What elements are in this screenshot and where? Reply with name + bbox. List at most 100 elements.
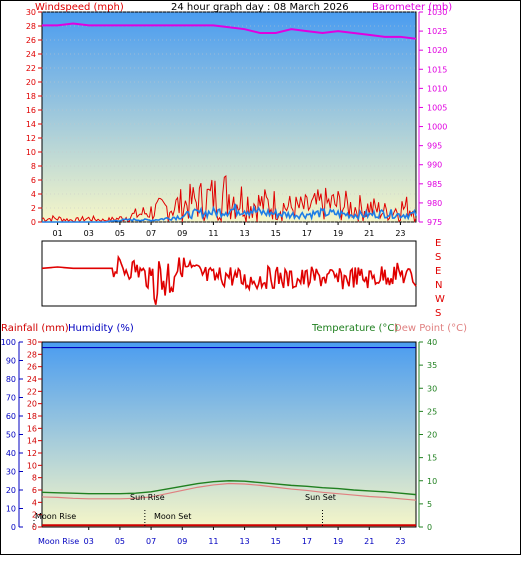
humidity-tick-label: 90 <box>6 357 16 366</box>
barometer-tick-label: 1005 <box>427 103 447 112</box>
barometer-tick-label: 1015 <box>427 65 447 74</box>
wind-tick-label: 30 <box>26 8 36 17</box>
barometer-line <box>42 22 417 40</box>
temperature-tick-label: 40 <box>427 338 437 347</box>
bottom-x-tick-label: 07 <box>146 537 156 546</box>
bottom-x-tick-label: 11 <box>208 537 218 546</box>
average-wind-line <box>42 203 417 223</box>
rain-tick-label: 16 <box>27 424 37 433</box>
bottom-x-tick-label: 05 <box>115 537 125 546</box>
wind-tick-label: 28 <box>26 22 36 31</box>
temperature-tick-label: 5 <box>427 500 432 509</box>
humidity-tick-label: 50 <box>6 431 16 440</box>
moon-rise-label: Moon Rise <box>35 512 76 521</box>
humidity-tick-label: 60 <box>6 412 16 421</box>
top-x-tick-label: 07 <box>146 229 156 238</box>
rain-tick-label: 22 <box>27 387 37 396</box>
bottom-x-tick-label: 21 <box>364 537 374 546</box>
direction-tick-label: E <box>435 266 441 277</box>
dew-point-line <box>41 482 417 501</box>
humidity-y-ticks: 0 10 20 30 40 50 60 70 80 90 100 <box>1 338 23 532</box>
barometer-tick-label: 975 <box>427 218 442 227</box>
rain-tick-label: 18 <box>27 412 37 421</box>
humidity-tick-label: 40 <box>6 449 16 458</box>
rain-tick-label: 28 <box>27 350 37 359</box>
rain-tick-label: 2 <box>32 511 37 520</box>
temperature-tick-label: 35 <box>427 361 437 370</box>
top-x-tick-label: 17 <box>302 229 312 238</box>
top-x-tick-label: 09 <box>177 229 187 238</box>
barometer-tick-label: 1020 <box>427 46 447 55</box>
wind-tick-label: 12 <box>26 134 36 143</box>
sun-set-label: Sun Set <box>305 493 336 502</box>
temperature-tick-label: 0 <box>427 523 432 532</box>
rain-tick-label: 4 <box>32 498 37 507</box>
barometer-tick-label: 980 <box>427 199 442 208</box>
wind-tick-label: 20 <box>26 78 36 87</box>
direction-tick-label: W <box>435 294 445 305</box>
top-x-tick-label: 21 <box>364 229 374 238</box>
rain-tick-label: 8 <box>32 474 37 483</box>
temperature-y-ticks: 0 5 10 15 20 25 30 35 40 <box>418 338 437 532</box>
top-x-tick-label: 01 <box>52 229 62 238</box>
temperature-tick-label: 15 <box>427 454 437 463</box>
temperature-series <box>33 346 417 527</box>
wind-tick-label: 6 <box>31 176 36 185</box>
wind-tick-label: 18 <box>26 92 36 101</box>
barometer-tick-label: 1010 <box>427 84 447 93</box>
rain-tick-label: 0 <box>32 523 37 532</box>
rain-tick-label: 14 <box>27 437 37 446</box>
dewpoint-axis-label: Dew Point (°C) <box>394 323 467 334</box>
humidity-tick-label: 0 <box>11 523 16 532</box>
top-x-tick-label: 13 <box>239 229 249 238</box>
top-x-tick-label: 03 <box>84 229 94 238</box>
bottom-x-tick-label: 17 <box>302 537 312 546</box>
humidity-tick-label: 10 <box>6 505 16 514</box>
temperature-axis-label: Temperature (°C) <box>311 323 398 334</box>
barometer-y-ticks: 975 980 985 990 995 1000 1005 1010 1015 1020 1025 1… <box>418 8 447 227</box>
top-x-tick-label: 23 <box>395 229 405 238</box>
rain-tick-label: 20 <box>27 400 37 409</box>
barometer-tick-label: 995 <box>427 142 442 151</box>
chart-title: 24 hour graph day : 08 March 2026 <box>171 2 349 13</box>
rain-tick-label: 6 <box>32 486 37 495</box>
temperature-tick-label: 20 <box>427 431 437 440</box>
wind-tick-label: 26 <box>26 36 36 45</box>
direction-tick-label: S <box>435 308 441 319</box>
bottom-x-ticks: 03 05 07 09 11 13 15 17 19 21 23 <box>84 527 406 546</box>
top-x-tick-label: 05 <box>115 229 125 238</box>
top-x-tick-label: 11 <box>208 229 218 238</box>
wind-tick-label: 0 <box>31 218 36 227</box>
humidity-tick-label: 30 <box>6 468 16 477</box>
wind-tick-label: 10 <box>26 148 36 157</box>
moon-set-label: Moon Set <box>154 512 191 521</box>
rain-tick-label: 30 <box>27 338 37 347</box>
top-x-tick-label: 19 <box>333 229 343 238</box>
humidity-tick-label: 80 <box>6 375 16 384</box>
bottom-x-tick-label: 15 <box>271 537 281 546</box>
bottom-x-tick-label: 13 <box>239 537 249 546</box>
temperature-tick-label: 30 <box>427 384 437 393</box>
wind-tick-label: 24 <box>26 50 36 59</box>
bottom-x-tick-label: 03 <box>84 537 94 546</box>
top-x-ticks: 01 03 05 07 09 11 13 15 17 19 21 23 <box>52 222 406 238</box>
wind-series <box>41 22 417 223</box>
rainfall-axis-label: Rainfall (mm) <box>1 323 69 334</box>
temperature-line <box>41 480 417 496</box>
wind-tick-label: 14 <box>26 120 36 129</box>
rain-tick-label: 12 <box>27 449 37 458</box>
bottom-x-tick-label: 19 <box>333 537 343 546</box>
barometer-axis-label: Barometer (mb) <box>372 2 452 13</box>
moon-rise-axis-label: Moon Rise <box>38 537 79 546</box>
wind-tick-label: 8 <box>31 162 36 171</box>
direction-line <box>41 254 417 305</box>
wind-tick-label: 22 <box>26 64 36 73</box>
temp-plot-area <box>41 341 417 528</box>
top-x-tick-label: 15 <box>271 229 281 238</box>
humidity-axis-label: Humidity (%) <box>68 323 134 334</box>
barometer-tick-label: 1000 <box>427 123 447 132</box>
